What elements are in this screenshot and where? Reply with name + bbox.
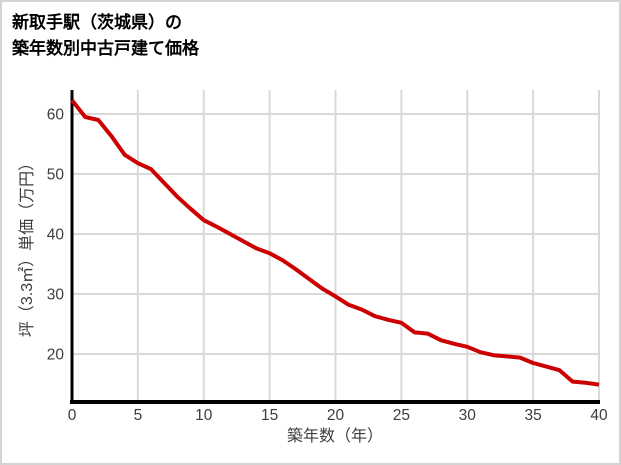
y-axis-title: 坪（3.3㎡）単価（万円） <box>19 154 36 338</box>
x-tick-label: 10 <box>195 407 213 424</box>
chart-title-line1: 新取手駅（茨城県）の <box>12 13 182 32</box>
price-line <box>70 98 600 387</box>
y-tick-label: 60 <box>47 107 65 124</box>
x-tick-label: 30 <box>459 407 477 424</box>
x-tick-label: 15 <box>261 407 278 424</box>
y-tick-label: 20 <box>47 347 65 364</box>
y-tick-label: 30 <box>47 287 65 304</box>
x-tick-label: 5 <box>134 407 143 424</box>
y-tick-label: 40 <box>47 227 65 244</box>
x-tick-label: 0 <box>68 407 77 424</box>
y-tick-label: 50 <box>47 167 65 184</box>
x-tick-label: 25 <box>393 407 410 424</box>
chart-title: 新取手駅（茨城県）の 築年数別中古戸建て価格 <box>12 10 199 62</box>
x-tick-label: 35 <box>525 407 542 424</box>
x-tick-label: 40 <box>590 407 608 424</box>
x-tick-label: 20 <box>327 407 345 424</box>
chart-title-line2: 築年数別中古戸建て価格 <box>12 39 199 58</box>
x-axis-title: 築年数（年） <box>286 428 384 445</box>
